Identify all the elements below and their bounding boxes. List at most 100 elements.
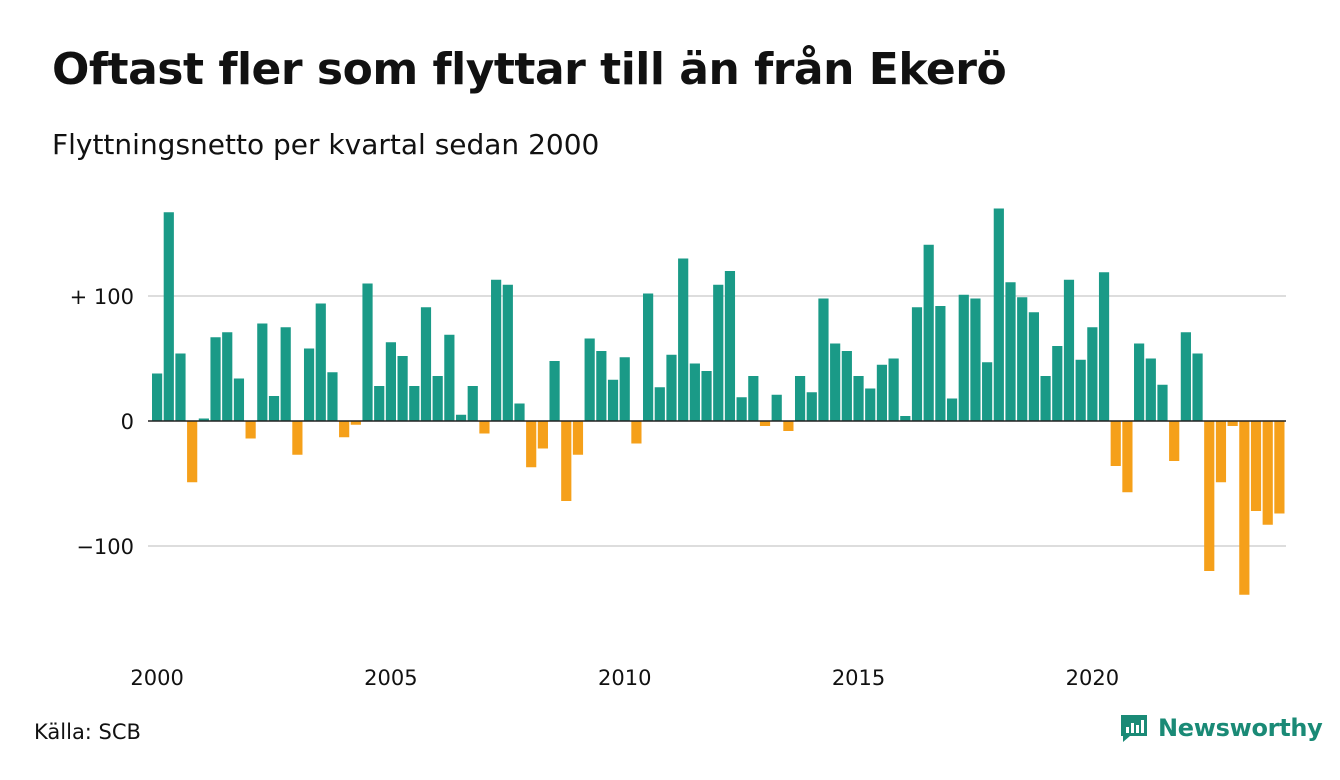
bar xyxy=(724,271,736,421)
bar xyxy=(759,421,771,426)
y-tick-label: −100 xyxy=(76,535,134,559)
bar xyxy=(1262,421,1273,525)
bar xyxy=(549,361,560,421)
bar xyxy=(865,388,876,421)
bar xyxy=(175,353,186,421)
bar xyxy=(958,294,969,421)
bar xyxy=(163,212,174,421)
bar xyxy=(339,421,350,438)
bar xyxy=(876,364,888,421)
bar xyxy=(198,418,209,421)
bar xyxy=(666,354,677,421)
bar xyxy=(397,356,408,421)
x-tick-label: 2010 xyxy=(598,666,651,690)
bar xyxy=(1215,421,1227,483)
bar xyxy=(374,386,385,421)
bar xyxy=(1180,332,1191,421)
bar xyxy=(830,343,841,421)
x-tick-label: 2020 xyxy=(1066,666,1119,690)
bar xyxy=(268,396,280,421)
bar xyxy=(444,334,455,421)
bar xyxy=(900,416,911,421)
bar xyxy=(432,376,443,421)
bar xyxy=(596,351,607,421)
bar xyxy=(970,298,981,421)
bar xyxy=(736,397,747,421)
y-tick-label: + 100 xyxy=(70,285,134,309)
bar xyxy=(748,376,759,421)
bar xyxy=(1075,359,1086,421)
bar xyxy=(561,421,572,501)
bar xyxy=(502,284,513,421)
bar xyxy=(1098,272,1110,421)
bar xyxy=(1017,297,1028,421)
bar xyxy=(678,258,689,421)
bar xyxy=(537,421,548,449)
bar xyxy=(1169,421,1180,461)
bar xyxy=(1063,279,1075,421)
bar-chart: + 100 0 −100 2000 2005 2010 2015 2020 xyxy=(70,208,1286,690)
bar xyxy=(607,379,619,421)
bar xyxy=(841,351,852,421)
bar xyxy=(280,327,291,421)
bar xyxy=(1052,346,1063,421)
bar xyxy=(420,307,432,421)
bar xyxy=(292,421,303,455)
y-tick-label: 0 xyxy=(121,410,134,434)
x-axis-ticks: 2000 2005 2010 2015 2020 xyxy=(130,666,1119,690)
bar xyxy=(187,421,198,483)
bar xyxy=(409,386,420,421)
bar xyxy=(222,332,233,421)
bar xyxy=(1005,282,1016,421)
bar xyxy=(233,378,245,421)
bar xyxy=(514,403,525,421)
bar xyxy=(771,394,782,421)
bar xyxy=(1192,353,1203,421)
bar xyxy=(1157,384,1168,421)
bar xyxy=(1040,376,1051,421)
bar xyxy=(946,398,958,421)
bar xyxy=(1274,421,1285,514)
bar xyxy=(491,279,502,421)
bar xyxy=(1227,421,1238,426)
bar xyxy=(245,421,256,439)
bar xyxy=(701,371,712,421)
bar xyxy=(1145,358,1156,421)
bar xyxy=(350,421,361,425)
bar xyxy=(783,421,794,431)
bar xyxy=(327,372,338,421)
bar xyxy=(455,414,467,421)
bar xyxy=(923,244,934,421)
bar xyxy=(467,386,478,421)
newsworthy-logo-icon xyxy=(1121,715,1147,742)
bar xyxy=(911,307,923,421)
brand-name: Newsworthy xyxy=(1158,714,1323,742)
brand-logo[interactable]: Newsworthy xyxy=(1118,712,1323,744)
x-tick-label: 2005 xyxy=(364,666,417,690)
bar xyxy=(619,357,630,421)
bar xyxy=(257,323,268,421)
bar xyxy=(1134,343,1145,421)
bar xyxy=(1250,421,1262,511)
bar xyxy=(526,421,537,468)
bar xyxy=(572,421,584,455)
bar xyxy=(1110,421,1121,466)
bar xyxy=(888,358,899,421)
bar xyxy=(935,306,946,421)
bar xyxy=(1239,421,1250,595)
bar xyxy=(982,362,993,421)
bar xyxy=(315,303,326,421)
bar xyxy=(818,298,829,421)
y-axis-ticks: + 100 0 −100 xyxy=(70,285,134,559)
bar xyxy=(479,421,490,434)
chart-title: Oftast fler som flyttar till än från Eke… xyxy=(52,44,1007,95)
bar xyxy=(584,338,595,421)
bar xyxy=(631,421,642,444)
source-label: Källa: SCB xyxy=(34,720,141,744)
bar xyxy=(993,208,1004,421)
bar xyxy=(385,342,396,421)
bar xyxy=(654,387,665,421)
bar xyxy=(713,284,724,421)
bars xyxy=(152,208,1285,595)
bar xyxy=(853,376,864,421)
